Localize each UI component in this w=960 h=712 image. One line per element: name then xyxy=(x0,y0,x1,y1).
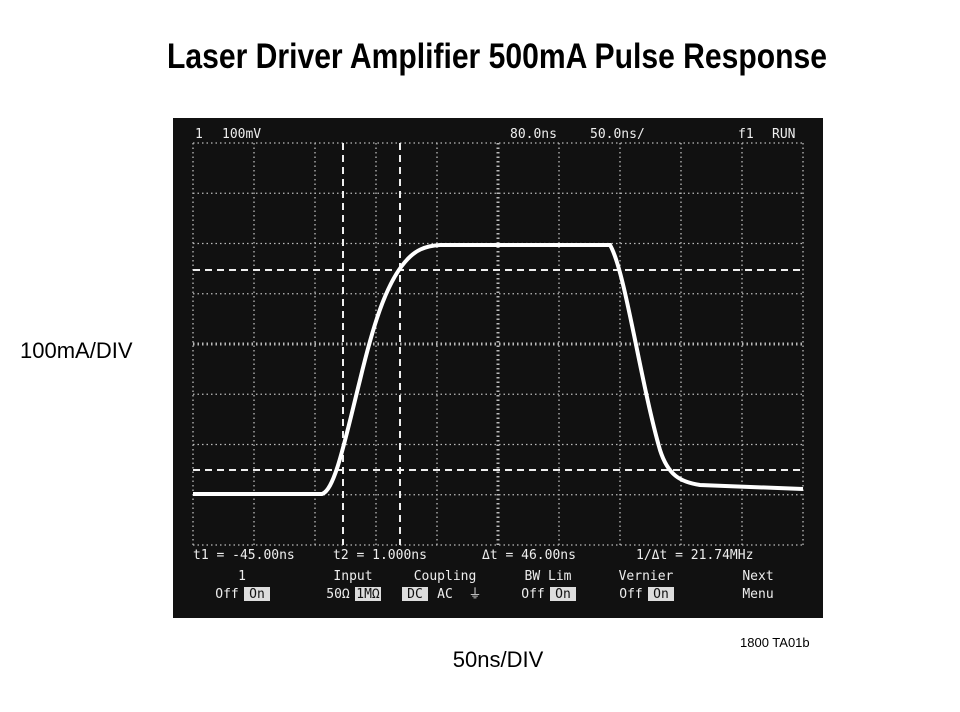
menu-option: On xyxy=(555,587,571,602)
menu-highlight xyxy=(402,587,428,601)
menu-option: 1MΩ xyxy=(356,587,380,602)
x-label: 50ns/DIV xyxy=(453,647,544,672)
menu-option: ⏚ xyxy=(468,587,481,602)
menu-label: Coupling xyxy=(414,569,477,584)
cursor-readout: Δt = 46.00ns xyxy=(482,548,576,563)
menu-label: 1 xyxy=(238,569,246,584)
cursor-readout: t2 = 1.000ns xyxy=(333,548,427,563)
scope-status: 100mV xyxy=(222,127,261,142)
menu-option: On xyxy=(249,587,265,602)
cursors xyxy=(193,143,803,545)
menu-option: Off xyxy=(215,587,238,602)
y-label: 100mA/DIV xyxy=(20,338,133,363)
scope-status: RUN xyxy=(772,127,795,142)
menu-option: Off xyxy=(521,587,544,602)
waveform xyxy=(193,243,804,496)
menu-option: Menu xyxy=(742,587,773,602)
menu-label: Input xyxy=(333,569,372,584)
menu-option: DC xyxy=(407,587,423,602)
scope-status: 1 xyxy=(195,127,203,142)
menu-option: On xyxy=(653,587,669,602)
menu-option: AC xyxy=(437,587,453,602)
cursor-readout: 1/Δt = 21.74MHz xyxy=(636,548,753,563)
menu-option: 50Ω xyxy=(326,587,350,602)
menu-label: Vernier xyxy=(619,569,674,584)
menu-highlight xyxy=(648,587,674,601)
scope-status: 50.0ns/ xyxy=(590,127,645,142)
menu-option: Off xyxy=(619,587,642,602)
menu-label: BW Lim xyxy=(525,569,572,584)
figure-id: 1800 TA01b xyxy=(740,635,810,650)
scope-status: f1 xyxy=(738,127,754,142)
menu-highlight xyxy=(355,587,381,601)
menu-label: Next xyxy=(742,569,773,584)
cursor-readout: t1 = -45.00ns xyxy=(193,548,295,563)
title: Laser Driver Amplifier 500mA Pulse Respo… xyxy=(167,36,827,76)
menu-highlight xyxy=(244,587,270,601)
menu-highlight xyxy=(550,587,576,601)
scope-status: 80.0ns xyxy=(510,127,557,142)
